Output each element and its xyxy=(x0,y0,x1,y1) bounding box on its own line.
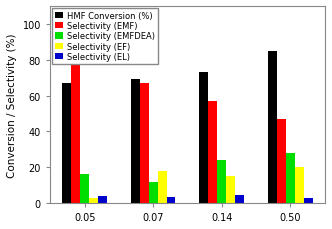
Bar xyxy=(131,80,140,203)
Bar xyxy=(277,119,286,203)
Bar xyxy=(149,182,158,203)
Bar xyxy=(200,73,208,203)
Bar xyxy=(226,176,235,203)
Bar xyxy=(208,101,217,203)
Bar xyxy=(80,174,89,203)
Bar xyxy=(167,197,176,203)
Bar xyxy=(158,171,167,203)
Bar xyxy=(140,84,149,203)
Bar xyxy=(98,196,107,203)
Bar xyxy=(286,153,295,203)
Y-axis label: Conversion / Selectivity (%): Conversion / Selectivity (%) xyxy=(7,33,17,177)
Bar xyxy=(304,198,312,203)
Bar xyxy=(71,66,80,203)
Bar xyxy=(217,160,226,203)
Bar xyxy=(62,84,71,203)
Bar xyxy=(268,52,277,203)
Bar xyxy=(295,167,304,203)
Bar xyxy=(89,198,98,203)
Bar xyxy=(235,195,244,203)
Legend: HMF Conversion (%), Selectivity (EMF), Selectivity (EMFDEA), Selectivity (EF), S: HMF Conversion (%), Selectivity (EMF), S… xyxy=(51,8,158,65)
